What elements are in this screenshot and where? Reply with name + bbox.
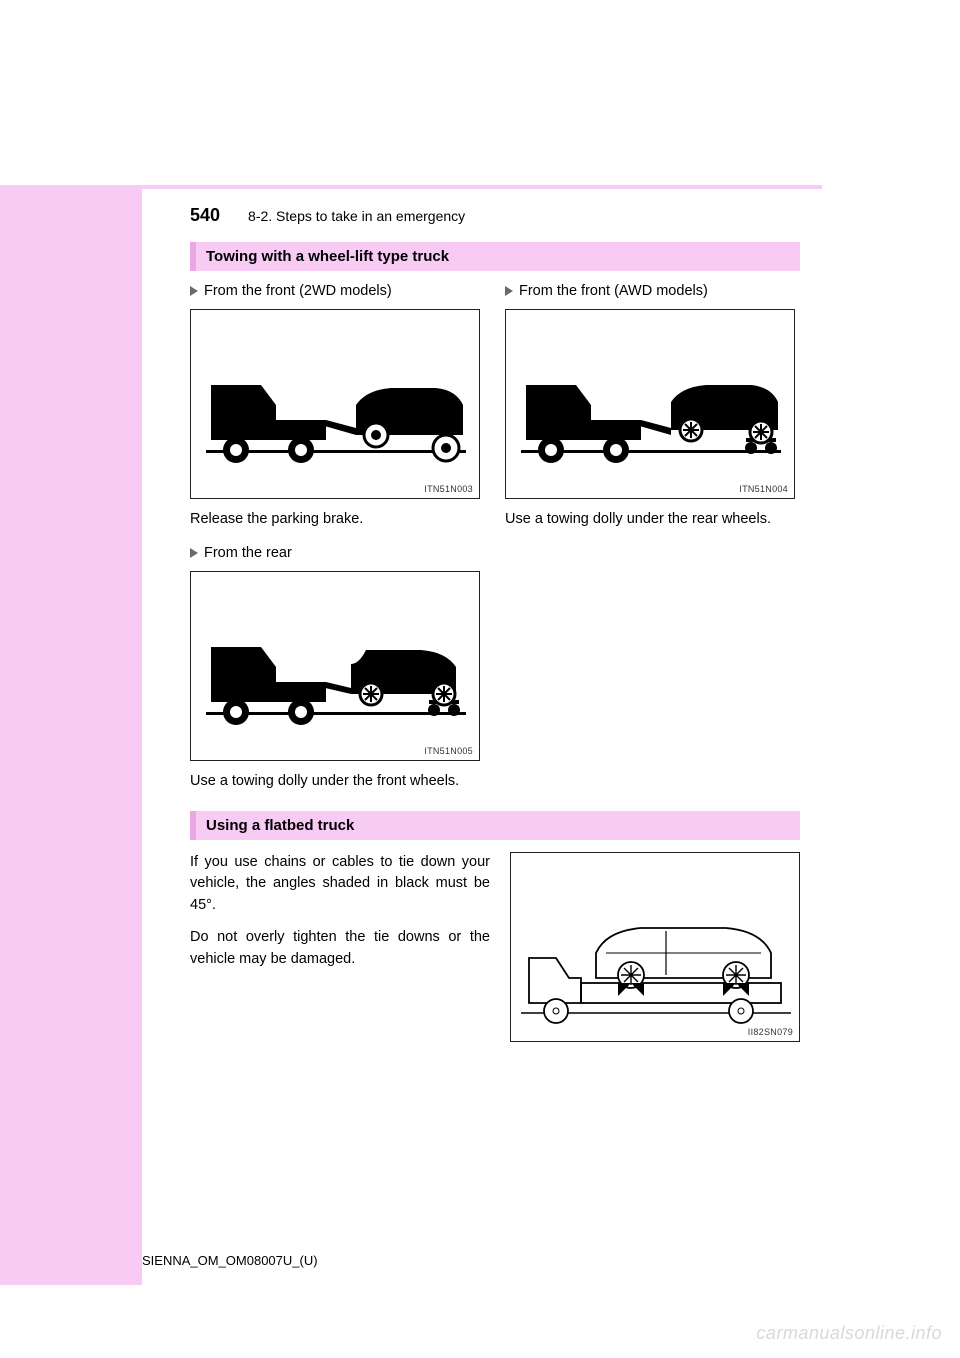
- col-front-2wd: From the front (2WD models): [190, 283, 485, 531]
- text-front-awd: Use a towing dolly under the rear wheels…: [505, 509, 800, 531]
- caption-flatbed: II82SN079: [748, 1027, 793, 1037]
- flatbed-row: If you use chains or cables to tie down …: [190, 852, 800, 1052]
- caption-front-2wd: ITN51N003: [424, 484, 473, 494]
- flatbed-text-col: If you use chains or cables to tie down …: [190, 852, 490, 971]
- figure-front-2wd: ITN51N003: [190, 309, 480, 499]
- label-front-awd: From the front (AWD models): [505, 283, 800, 299]
- figure-front-awd: ITN51N004: [505, 309, 795, 499]
- heading-towing: Towing with a wheel-lift type truck: [190, 242, 800, 271]
- label-front-2wd-text: From the front (2WD models): [204, 283, 392, 299]
- triangle-icon: [190, 548, 198, 558]
- figure-flatbed: II82SN079: [510, 852, 800, 1042]
- watermark: carmanualsonline.info: [756, 1323, 942, 1344]
- side-accent-bar: [0, 185, 142, 1285]
- page-header: 540 8-2. Steps to take in an emergency: [190, 205, 800, 226]
- page-number: 540: [190, 205, 220, 226]
- figure-rear: ITN51N005: [190, 571, 480, 761]
- heading-flatbed: Using a flatbed truck: [190, 811, 800, 840]
- flatbed-para1: If you use chains or cables to tie down …: [190, 852, 490, 917]
- col-front-awd: From the front (AWD models): [505, 283, 800, 531]
- text-rear: Use a towing dolly under the front wheel…: [190, 771, 800, 793]
- flatbed-para2: Do not overly tighten the tie downs or t…: [190, 927, 490, 971]
- caption-rear: ITN51N005: [424, 746, 473, 756]
- page-content: 540 8-2. Steps to take in an emergency T…: [190, 205, 800, 1052]
- towing-row-1: From the front (2WD models): [190, 283, 800, 531]
- flatbed-fig-col: II82SN079: [510, 852, 800, 1052]
- footer-code: SIENNA_OM_OM08007U_(U): [142, 1253, 318, 1268]
- top-accent-stripe: [142, 185, 822, 189]
- section-path: 8-2. Steps to take in an emergency: [248, 208, 465, 224]
- label-rear-text: From the rear: [204, 545, 292, 561]
- text-front-2wd: Release the parking brake.: [190, 509, 485, 531]
- label-front-awd-text: From the front (AWD models): [519, 283, 708, 299]
- triangle-icon: [505, 286, 513, 296]
- triangle-icon: [190, 286, 198, 296]
- caption-front-awd: ITN51N004: [739, 484, 788, 494]
- label-front-2wd: From the front (2WD models): [190, 283, 485, 299]
- label-rear: From the rear: [190, 545, 800, 561]
